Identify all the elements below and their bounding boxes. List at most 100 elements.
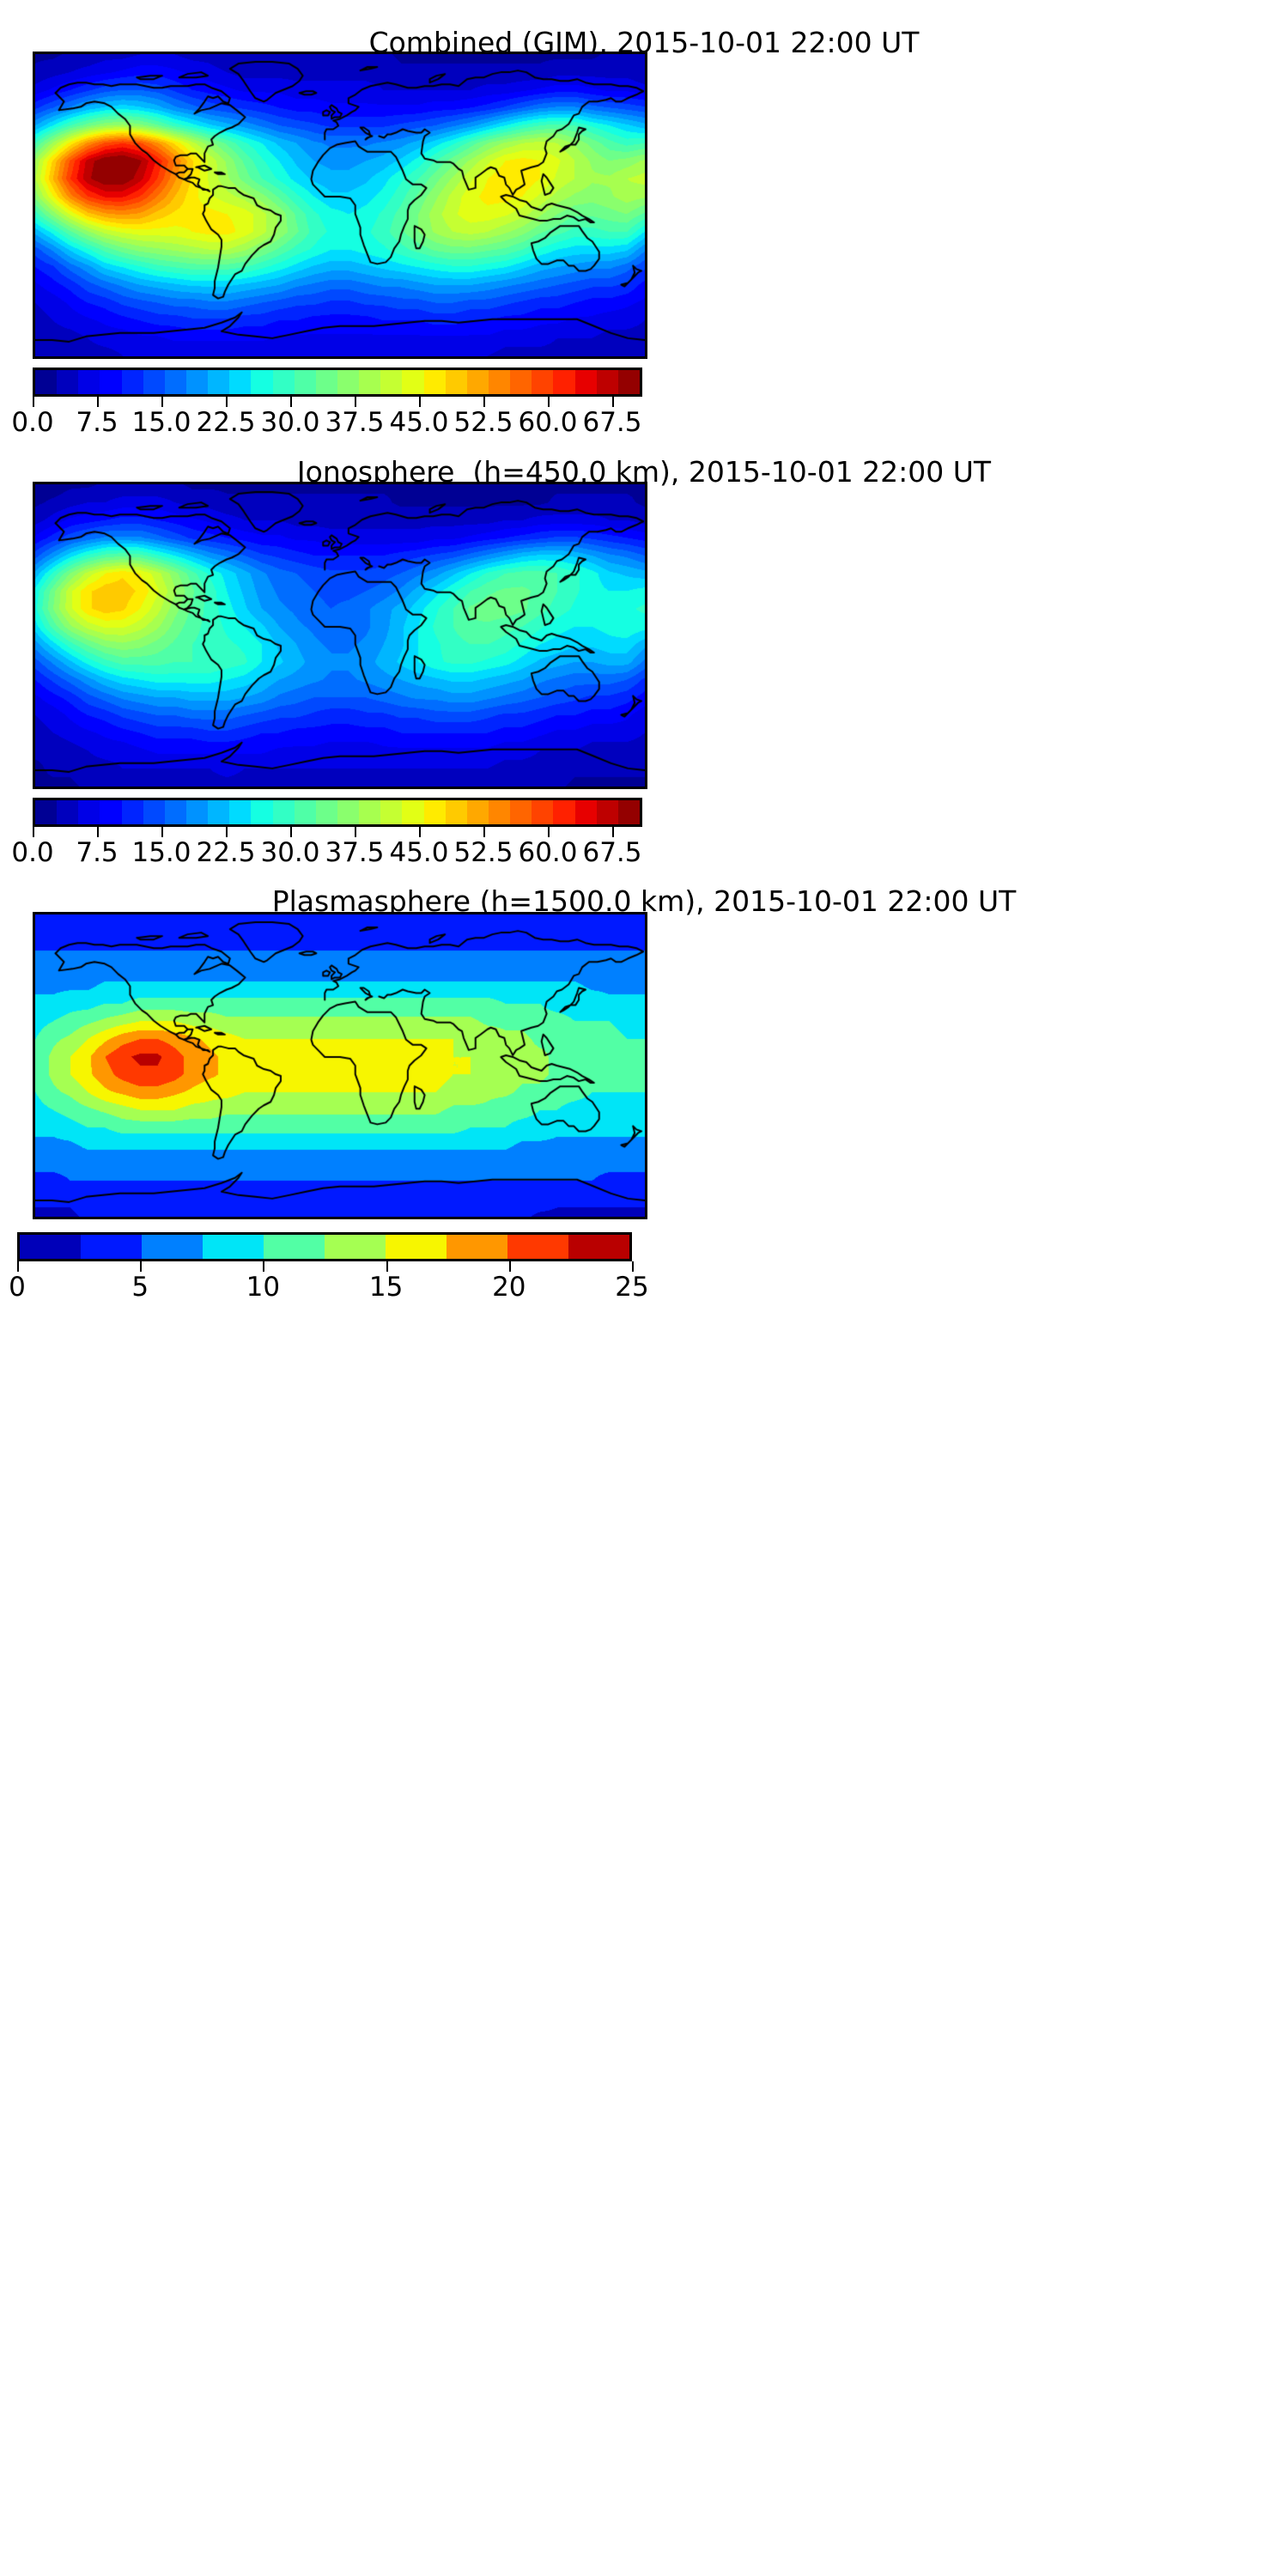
colorbar-segment bbox=[359, 370, 381, 394]
colorbar-tick bbox=[632, 1261, 634, 1272]
colorbar-segment bbox=[532, 800, 554, 824]
colorbar-gradient-plasmasphere bbox=[17, 1232, 632, 1261]
colorbar-tick bbox=[548, 397, 550, 407]
colorbar-segment bbox=[507, 1235, 568, 1259]
colorbar-tick-label: 45.0 bbox=[389, 837, 449, 868]
colorbar-tick bbox=[612, 397, 614, 407]
colorbar-segment bbox=[264, 1235, 325, 1259]
colorbar-tick bbox=[483, 827, 485, 837]
colorbar-segment bbox=[510, 370, 532, 394]
map-canvas-combined bbox=[35, 54, 645, 356]
map-axes-combined bbox=[33, 52, 647, 359]
colorbar-segment bbox=[208, 800, 230, 824]
map-canvas-ionosphere bbox=[35, 484, 645, 787]
colorbar-segment bbox=[185, 800, 209, 824]
colorbar-tick bbox=[97, 827, 99, 837]
colorbar-tick-label: 0.0 bbox=[11, 407, 54, 438]
colorbar-plasmasphere bbox=[17, 1232, 632, 1261]
colorbar-tick bbox=[508, 1261, 511, 1272]
colorbar-segment bbox=[208, 370, 230, 394]
colorbar-tick bbox=[17, 1261, 19, 1272]
colorbar-tick bbox=[33, 827, 34, 837]
colorbar-tick-label: 30.0 bbox=[260, 407, 320, 438]
colorbar-segment bbox=[402, 370, 424, 394]
colorbar-segment bbox=[445, 800, 467, 824]
colorbar-segment bbox=[596, 370, 618, 394]
colorbar-tick-label: 67.5 bbox=[582, 837, 642, 868]
colorbar-tick-label: 10 bbox=[246, 1272, 281, 1303]
colorbar-tick bbox=[612, 827, 614, 837]
colorbar-tick bbox=[33, 397, 34, 407]
colorbar-segment bbox=[423, 800, 446, 824]
colorbar-tick-label: 30.0 bbox=[260, 837, 320, 868]
colorbar-segment bbox=[402, 800, 424, 824]
colorbar-segment bbox=[466, 370, 489, 394]
colorbar-tick bbox=[419, 827, 421, 837]
colorbar-segment bbox=[488, 800, 511, 824]
colorbar-segment bbox=[617, 370, 640, 394]
colorbar-segment bbox=[337, 370, 360, 394]
colorbar-segment bbox=[315, 800, 337, 824]
colorbar-segment bbox=[20, 1235, 81, 1259]
colorbar-segment bbox=[294, 800, 316, 824]
colorbar-segment bbox=[553, 800, 575, 824]
colorbar-tick-label: 15.0 bbox=[131, 837, 191, 868]
colorbar-segment bbox=[164, 800, 186, 824]
colorbar-segment bbox=[203, 1235, 264, 1259]
panel-title-combined: Combined (GIM), 2015-10-01 22:00 UT bbox=[368, 26, 920, 59]
colorbar-tick bbox=[263, 1261, 265, 1272]
colorbar-tick bbox=[355, 397, 356, 407]
panel-combined: Combined (GIM), 2015-10-01 22:00 UT 0.0 7… bbox=[0, 0, 1288, 859]
colorbar-tick bbox=[161, 397, 163, 407]
colorbar-tick bbox=[548, 827, 550, 837]
colorbar-tick bbox=[386, 1261, 388, 1272]
colorbar-tick-label: 15 bbox=[368, 1272, 404, 1303]
colorbar-combined bbox=[33, 368, 642, 397]
colorbar-segment bbox=[337, 800, 360, 824]
colorbar-tick-label: 0 bbox=[9, 1272, 26, 1303]
colorbar-segment bbox=[78, 800, 100, 824]
colorbar-tick bbox=[355, 827, 356, 837]
colorbar-segment bbox=[81, 1235, 142, 1259]
colorbar-tick-label: 25 bbox=[615, 1272, 649, 1303]
colorbar-segment bbox=[100, 370, 122, 394]
colorbar-segment bbox=[294, 370, 316, 394]
colorbar-segment bbox=[445, 370, 467, 394]
colorbar-tick bbox=[140, 1261, 143, 1272]
colorbar-segment bbox=[510, 800, 532, 824]
colorbar-segment bbox=[325, 1235, 386, 1259]
colorbar-segment bbox=[386, 1235, 447, 1259]
colorbar-tick-label: 52.5 bbox=[453, 837, 513, 868]
colorbar-gradient-combined bbox=[33, 368, 642, 397]
colorbar-segment bbox=[488, 370, 511, 394]
colorbar-segment bbox=[185, 370, 209, 394]
colorbar-ticks-ionosphere: 0.0 7.5 15.0 22.5 30.0 37.5 45.0 52.5 60.0 67.5 bbox=[11, 827, 642, 878]
colorbar-segment bbox=[272, 370, 295, 394]
colorbar-segment bbox=[35, 800, 58, 824]
colorbar-segment bbox=[574, 800, 597, 824]
colorbar-tick-label: 7.5 bbox=[76, 837, 118, 868]
colorbar-segment bbox=[121, 800, 143, 824]
colorbar-tick-label: 0.0 bbox=[11, 837, 54, 868]
colorbar-segment bbox=[447, 1235, 507, 1259]
colorbar-tick-label: 7.5 bbox=[76, 407, 118, 438]
colorbar-segment bbox=[229, 800, 252, 824]
colorbar-tick bbox=[483, 397, 485, 407]
colorbar-tick-label: 22.5 bbox=[196, 837, 256, 868]
colorbar-tick-label: 37.5 bbox=[325, 407, 385, 438]
colorbar-ticks-combined: 0.0 7.5 15.0 22.5 30.0 37.5 45.0 52.5 60.0 67.5 bbox=[11, 397, 642, 448]
colorbar-segment bbox=[143, 370, 165, 394]
colorbar-tick-label: 37.5 bbox=[325, 837, 385, 868]
colorbar-segment bbox=[78, 370, 100, 394]
colorbar-tick bbox=[290, 827, 292, 837]
colorbar-ionosphere bbox=[33, 798, 642, 827]
colorbar-tick bbox=[226, 397, 228, 407]
colorbar-segment bbox=[57, 370, 79, 394]
colorbar-segment bbox=[359, 800, 381, 824]
colorbar-segment bbox=[100, 800, 122, 824]
colorbar-tick bbox=[97, 397, 99, 407]
colorbar-segment bbox=[164, 370, 186, 394]
colorbar-tick-label: 5 bbox=[131, 1272, 149, 1303]
colorbar-tick bbox=[161, 827, 163, 837]
